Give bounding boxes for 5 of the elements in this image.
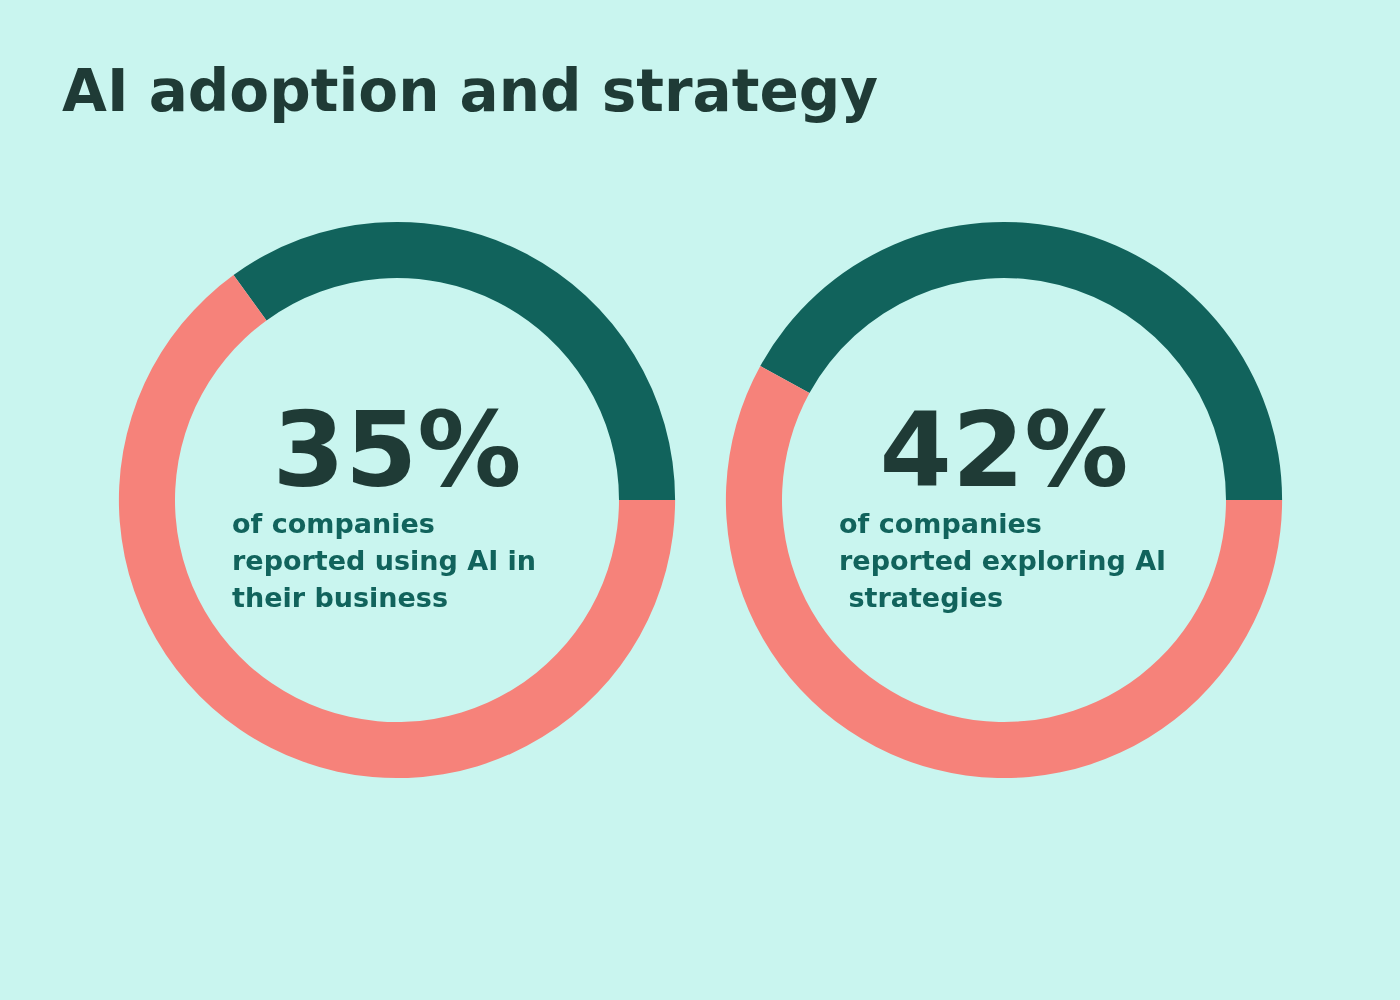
data-label: 35% bbox=[272, 389, 522, 511]
data-label: 42% bbox=[879, 389, 1129, 511]
text: of companies reported using AI in their business bbox=[232, 508, 546, 613]
text: of companies reported exploring AI strategies bbox=[839, 508, 1167, 613]
chart-title: AI adoption and strategy bbox=[62, 57, 879, 125]
